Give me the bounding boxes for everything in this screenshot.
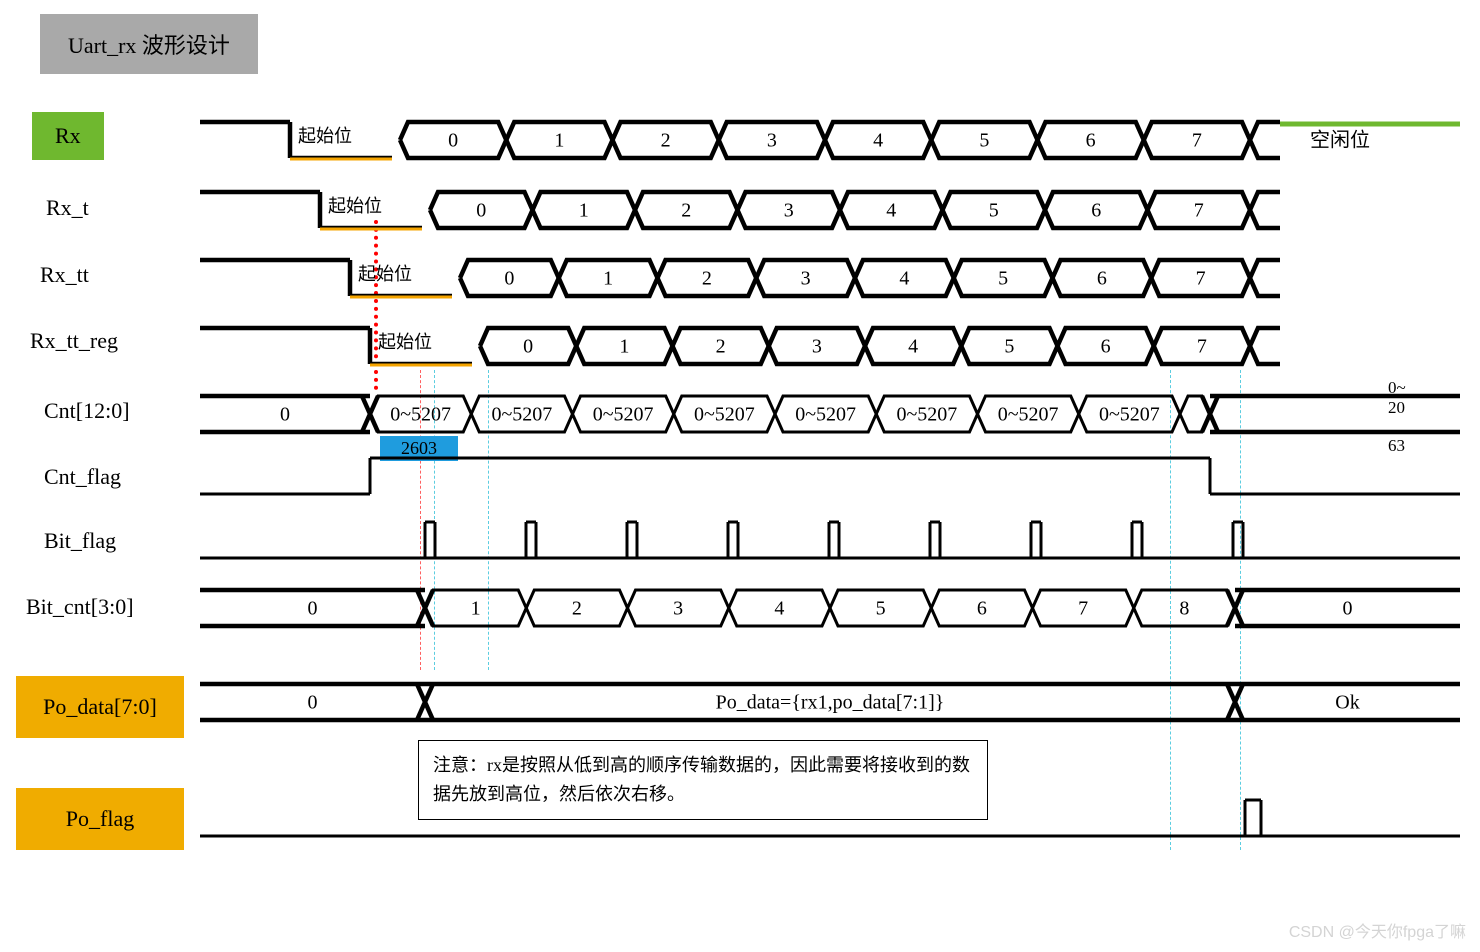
lane-bitcnt: 0 1 2 3 4 5 6 7 8 0 (200, 586, 1460, 630)
svg-text:2: 2 (716, 336, 726, 358)
svg-text:5: 5 (998, 268, 1008, 290)
svg-text:空闲位: 空闲位 (1310, 129, 1370, 152)
svg-text:0~5207: 0~5207 (1099, 404, 1160, 426)
svg-text:5: 5 (979, 130, 989, 152)
svg-text:2: 2 (702, 268, 712, 290)
svg-text:0: 0 (1343, 598, 1353, 620)
label-cnt-flag: Cnt_flag (44, 464, 121, 490)
label-rx-tt-reg: Rx_tt_reg (30, 328, 118, 354)
svg-text:1: 1 (603, 268, 613, 290)
svg-text:5: 5 (989, 200, 999, 222)
watermark: CSDN @今天你fpga了嘛 (1289, 918, 1466, 942)
svg-text:0~5207: 0~5207 (694, 404, 755, 426)
svg-text:0: 0 (504, 268, 514, 290)
label-po-flag: Po_flag (16, 788, 184, 850)
label-rx-tt: Rx_tt (40, 262, 89, 288)
svg-text:0~5207: 0~5207 (390, 404, 451, 426)
cnt-last-mid: 20 (1388, 398, 1405, 418)
svg-text:5: 5 (1004, 336, 1014, 358)
svg-text:4: 4 (873, 130, 883, 152)
svg-text:Ok: Ok (1335, 692, 1359, 714)
svg-text:6: 6 (1097, 268, 1107, 290)
svg-text:0: 0 (448, 130, 458, 152)
svg-text:6: 6 (1101, 336, 1111, 358)
svg-text:8: 8 (1179, 598, 1189, 620)
svg-text:2: 2 (681, 200, 691, 222)
svg-text:1: 1 (471, 598, 481, 620)
svg-text:0~5207: 0~5207 (593, 404, 654, 426)
svg-text:2: 2 (572, 598, 582, 620)
svg-text:0: 0 (476, 200, 486, 222)
lane-cnt-flag (200, 454, 1460, 498)
note-box: 注意：rx是按照从低到高的顺序传输数据的，因此需要将接收到的数据先放到高位，然后… (418, 740, 988, 820)
svg-text:6: 6 (977, 598, 987, 620)
svg-text:起始位: 起始位 (328, 196, 382, 216)
diagram-title: Uart_rx 波形设计 (40, 14, 258, 74)
svg-text:7: 7 (1194, 200, 1204, 222)
note-text: 注意：rx是按照从低到高的顺序传输数据的，因此需要将接收到的数据先放到高位，然后… (433, 755, 970, 804)
svg-text:0~5207: 0~5207 (491, 404, 552, 426)
svg-text:7: 7 (1197, 336, 1207, 358)
svg-text:3: 3 (812, 336, 822, 358)
svg-text:4: 4 (908, 336, 918, 358)
lane-rx-tt: 起始位 0 1 2 3 4 5 6 7 (200, 256, 1460, 300)
label-rx: Rx (32, 112, 104, 160)
svg-text:0~5207: 0~5207 (998, 404, 1059, 426)
svg-text:6: 6 (1086, 130, 1096, 152)
svg-text:3: 3 (801, 268, 811, 290)
svg-text:4: 4 (886, 200, 896, 222)
svg-text:1: 1 (554, 130, 564, 152)
svg-text:3: 3 (673, 598, 683, 620)
svg-text:0: 0 (308, 598, 318, 620)
svg-text:4: 4 (774, 598, 784, 620)
svg-text:0: 0 (523, 336, 533, 358)
label-rx-t: Rx_t (46, 195, 89, 221)
svg-text:1: 1 (619, 336, 629, 358)
svg-text:2: 2 (661, 130, 671, 152)
lane-bitflag (200, 518, 1460, 562)
title-text: Uart_rx 波形设计 (68, 33, 230, 58)
svg-text:5: 5 (876, 598, 886, 620)
svg-text:0: 0 (308, 692, 318, 714)
label-cnt: Cnt[12:0] (44, 398, 130, 424)
svg-text:7: 7 (1196, 268, 1206, 290)
cnt-last-top: 0~ (1388, 378, 1406, 398)
lane-rx-tt-reg: 起始位 0 1 2 3 4 5 6 7 (200, 324, 1460, 368)
svg-text:7: 7 (1192, 130, 1202, 152)
svg-text:1: 1 (579, 200, 589, 222)
label-po-data: Po_data[7:0] (16, 676, 184, 738)
svg-text:0~5207: 0~5207 (795, 404, 856, 426)
label-bit-flag: Bit_flag (44, 528, 116, 554)
svg-text:3: 3 (784, 200, 794, 222)
lane-podata: 0 Po_data={rx1,po_data[7:1]} Ok (200, 680, 1460, 724)
svg-text:起始位: 起始位 (378, 332, 432, 352)
svg-text:7: 7 (1078, 598, 1088, 620)
cnt-last-bot: 63 (1388, 436, 1405, 456)
svg-text:3: 3 (767, 130, 777, 152)
lane-rx-t: 起始位 0 1 2 3 4 5 6 7 (200, 188, 1460, 232)
svg-text:起始位: 起始位 (298, 126, 352, 146)
svg-text:4: 4 (899, 268, 909, 290)
svg-text:0: 0 (280, 404, 290, 426)
lane-cnt: 0 0~5207 0~5207 0~5207 0~5207 0~5207 0~5207 0~5… (200, 392, 1460, 436)
svg-text:Po_data={rx1,po_data[7:1]}: Po_data={rx1,po_data[7:1]} (716, 692, 945, 714)
svg-text:6: 6 (1091, 200, 1101, 222)
svg-text:0~5207: 0~5207 (896, 404, 957, 426)
label-bit-cnt: Bit_cnt[3:0] (26, 594, 134, 620)
svg-text:起始位: 起始位 (358, 264, 412, 284)
lane-rx: 起始位 0 1 2 3 4 5 6 7 空闲位 (200, 118, 1460, 162)
